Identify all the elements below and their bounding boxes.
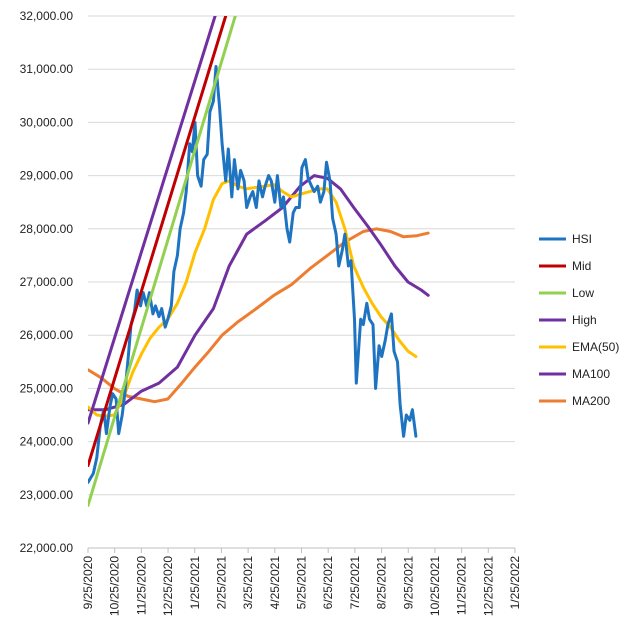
x-tick-label: 5/25/2021: [295, 556, 309, 610]
x-tick-label: 11/25/2021: [455, 556, 469, 615]
x-tick-label: 12/25/2020: [161, 556, 175, 616]
series-line-low: [88, 16, 237, 507]
x-tick-label: 7/25/2021: [348, 556, 362, 610]
series-line-mid: [88, 16, 228, 467]
legend-label: MA200: [572, 394, 610, 408]
series-line-high: [88, 16, 217, 425]
legend-label: Low: [572, 286, 594, 300]
x-tick-label: 4/25/2021: [268, 556, 282, 610]
legend-label: High: [572, 313, 597, 327]
series-line-ema-50: [88, 179, 418, 418]
y-tick-label: 30,000.00: [20, 115, 74, 129]
legend-label: MA100: [572, 367, 610, 381]
x-tick-label: 2/25/2021: [214, 556, 228, 610]
y-tick-label: 26,000.00: [20, 328, 74, 342]
legend-label: EMA(50): [572, 340, 619, 354]
legend: HSI Mid Low High EMA(50) MA100 MA200: [539, 232, 619, 408]
x-tick-label: 11/25/2020: [134, 556, 148, 615]
x-tick-label: 1/25/2022: [508, 556, 522, 610]
y-tick-label: 23,000.00: [20, 488, 74, 502]
series-lines: [88, 16, 430, 507]
x-tick-label: 6/25/2021: [321, 556, 335, 610]
y-axis-ticks: 22,000.00 23,000.00 24,000.00 25,000.00 26,0…: [20, 9, 74, 555]
x-tick-label: 10/25/2021: [428, 556, 442, 616]
x-tick-label: 12/25/2021: [481, 556, 495, 616]
y-tick-label: 27,000.00: [20, 275, 74, 289]
x-axis: 9/25/2020 10/25/2020 11/25/2020 12/25/2020 1…: [81, 547, 522, 616]
y-tick-label: 29,000.00: [20, 169, 74, 183]
x-tick-label: 9/25/2020: [81, 556, 95, 610]
y-tick-label: 25,000.00: [20, 381, 74, 395]
y-tick-label: 24,000.00: [20, 435, 74, 449]
series-line-ma100: [88, 174, 430, 412]
legend-label: HSI: [572, 232, 592, 246]
x-tick-label: 3/25/2021: [241, 556, 255, 610]
x-tick-label: 10/25/2020: [108, 556, 122, 616]
y-tick-label: 31,000.00: [20, 62, 74, 76]
x-tick-label: 1/25/2021: [188, 556, 202, 610]
y-tick-label: 22,000.00: [20, 541, 74, 555]
y-tick-label: 28,000.00: [20, 222, 74, 236]
x-tick-label: 9/25/2021: [401, 556, 415, 610]
legend-label: Mid: [572, 259, 591, 273]
x-tick-label: 8/25/2021: [375, 556, 389, 610]
series-line-ma200: [88, 227, 430, 404]
y-tick-label: 32,000.00: [20, 9, 74, 23]
series-line-hsi: [88, 65, 418, 484]
